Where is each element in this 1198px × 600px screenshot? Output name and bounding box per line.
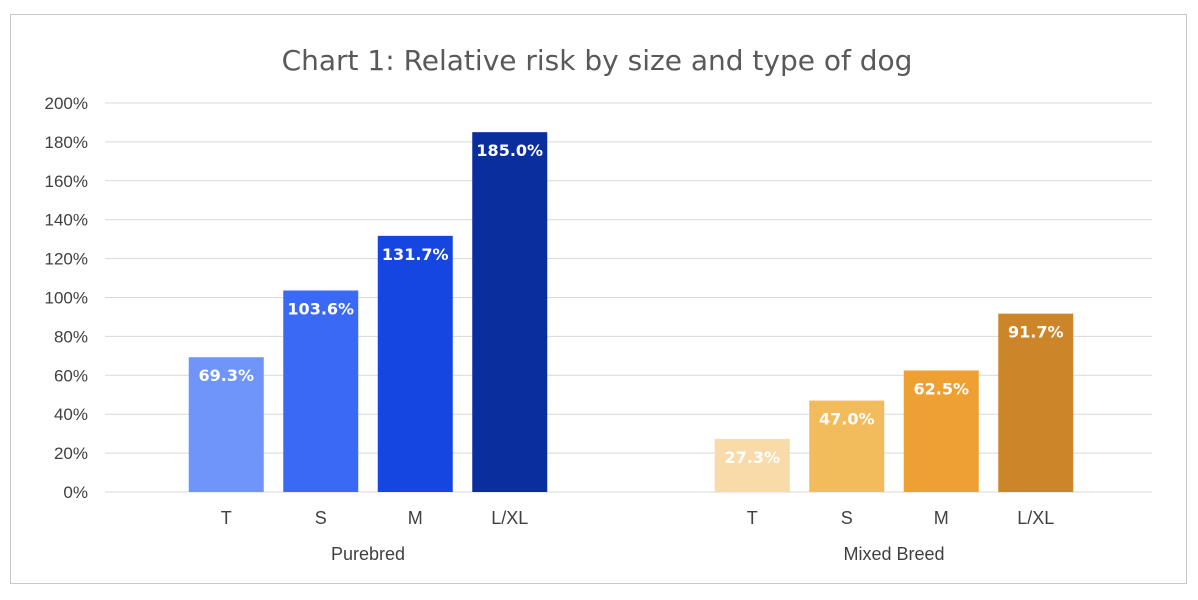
y-tick-label: 180% — [45, 133, 88, 152]
x-axis-categories: T S M L/XL Purebred T S M L/XL Mixed Breed — [221, 508, 1055, 564]
group-label: Purebred — [331, 544, 405, 564]
bar — [472, 132, 548, 493]
bars: 69.3% 103.6% 131.7% 185.0% 27.3% 47.0% 62.5% 91… — [188, 132, 1074, 493]
bar — [283, 290, 359, 492]
data-label: 131.7% — [382, 245, 449, 264]
x-category-label: T — [221, 508, 232, 528]
bar — [903, 370, 979, 492]
data-label: 91.7% — [1008, 323, 1064, 342]
y-tick-label: 160% — [45, 172, 88, 191]
bar — [188, 357, 264, 492]
y-tick-label: 120% — [45, 250, 88, 269]
y-tick-label: 80% — [54, 327, 88, 346]
y-tick-label: 20% — [54, 444, 88, 463]
x-category-label: S — [315, 508, 327, 528]
data-label: 103.6% — [287, 299, 354, 318]
data-label: 62.5% — [913, 379, 969, 398]
data-label: 47.0% — [819, 410, 875, 429]
x-category-label: L/XL — [1017, 508, 1054, 528]
y-tick-label: 140% — [45, 211, 88, 230]
y-tick-label: 40% — [54, 405, 88, 424]
group-label: Mixed Breed — [843, 544, 944, 564]
x-category-label: T — [747, 508, 758, 528]
chart-title: Chart 1: Relative risk by size and type … — [282, 44, 913, 77]
data-label: 185.0% — [476, 141, 543, 160]
y-tick-label: 100% — [45, 289, 88, 308]
data-label: 69.3% — [198, 366, 254, 385]
data-label: 27.3% — [724, 448, 780, 467]
bar — [998, 313, 1074, 492]
x-category-label: L/XL — [491, 508, 528, 528]
y-axis-ticks: 0% 20% 40% 60% 80% 100% 120% 140% 160% 180% 200% — [45, 94, 88, 502]
x-category-label: M — [408, 508, 423, 528]
bar — [377, 235, 453, 492]
y-tick-label: 60% — [54, 366, 88, 385]
bar — [809, 400, 885, 492]
y-tick-label: 200% — [45, 94, 88, 113]
bar — [714, 438, 790, 492]
x-category-label: S — [841, 508, 853, 528]
y-tick-label: 0% — [63, 483, 88, 502]
x-category-label: M — [934, 508, 949, 528]
